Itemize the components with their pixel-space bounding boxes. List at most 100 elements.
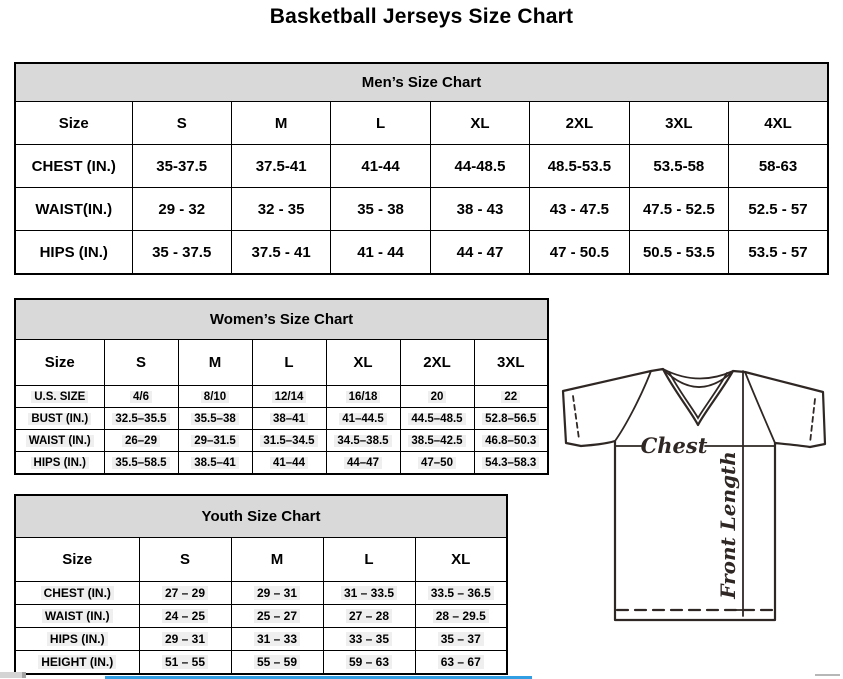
column-header: M <box>230 537 324 582</box>
table-cell: 48.5-53.5 <box>529 144 630 188</box>
table-cell: 43 - 47.5 <box>529 187 630 231</box>
table-cell: 37.5 - 41 <box>230 230 332 275</box>
table-cell: 31.5–34.5 <box>251 429 327 452</box>
table-cell: 28 – 29.5 <box>414 604 508 628</box>
cell-text: BUST (IN.) <box>28 412 92 425</box>
table-cell: 44.5–48.5 <box>399 407 475 430</box>
table-row: BUST (IN.) 32.5–35.5 35.5–38 38–41 41–44… <box>14 407 549 430</box>
table-cell: 35 – 37 <box>414 627 508 651</box>
table-title-row: Youth Size Chart <box>14 494 508 538</box>
column-header: XL <box>429 101 531 145</box>
table-cell: 50.5 - 53.5 <box>628 230 730 275</box>
table-header-row: Size S M L XL <box>14 537 508 582</box>
table-cell: 35.5–38 <box>177 407 253 430</box>
cell-text: 29 – 31 <box>253 586 301 600</box>
row-label: HIPS (IN.) <box>14 230 133 275</box>
row-label: HIPS (IN.) <box>14 627 140 651</box>
cell-text: 26–29 <box>122 434 160 447</box>
table-cell: 46.8–50.3 <box>473 429 549 452</box>
table-cell: 53.5 - 57 <box>728 230 829 275</box>
table-cell: 44-48.5 <box>429 144 531 188</box>
table-title: Women’s Size Chart <box>14 298 549 340</box>
jersey-outline-drawing: Chest Front Length <box>561 367 827 622</box>
jersey-measurement-diagram: Chest Front Length <box>553 357 841 629</box>
table-row: WAIST (IN.) 24 – 25 25 – 27 27 – 28 28 –… <box>14 604 508 628</box>
table-cell: 20 <box>399 385 475 408</box>
front-length-measure-label: Front Length <box>716 451 740 600</box>
scrollbar-fragment-edge <box>22 672 26 678</box>
cell-text: 44.5–48.5 <box>408 412 466 425</box>
cell-text: WAIST (IN.) <box>41 609 113 623</box>
table-cell: 37.5-41 <box>230 144 332 188</box>
table-cell: 29 - 32 <box>131 187 232 231</box>
cell-text: 63 – 67 <box>437 655 484 669</box>
size-column-header: Size <box>14 101 133 145</box>
table-cell: 41-44 <box>330 144 431 188</box>
cell-text: 29–31.5 <box>191 434 239 447</box>
table-header-row: Size S M L XL 2XL 3XL <box>14 339 549 386</box>
column-header: L <box>322 537 416 582</box>
scrollbar-fragment[interactable] <box>0 672 22 678</box>
cell-text: 32.5–35.5 <box>112 412 170 425</box>
table-title: Men’s Size Chart <box>14 62 829 102</box>
table-row: WAIST (IN.) 26–29 29–31.5 31.5–34.5 34.5… <box>14 429 549 452</box>
cell-text: 16/18 <box>345 390 381 403</box>
size-column-header: Size <box>14 339 105 386</box>
column-header: XL <box>325 339 401 386</box>
table-cell: 31 – 33 <box>230 627 324 651</box>
table-cell: 41 - 44 <box>330 230 431 275</box>
row-label: WAIST (IN.) <box>14 604 140 628</box>
table-row: HEIGHT (IN.) 51 – 55 55 – 59 59 – 63 63 … <box>14 650 508 675</box>
chest-measure-label: Chest <box>641 433 708 458</box>
table-cell: 29 – 31 <box>230 581 324 605</box>
table-cell: 41–44 <box>251 451 327 475</box>
cell-text: 38.5–42.5 <box>408 434 466 447</box>
table-title-row: Women’s Size Chart <box>14 298 549 340</box>
table-cell: 31 – 33.5 <box>322 581 416 605</box>
table-cell: 44 - 47 <box>429 230 531 275</box>
cell-text: 33.5 – 36.5 <box>427 586 494 600</box>
size-column-header: Size <box>14 537 140 582</box>
column-header: S <box>138 537 232 582</box>
table-cell: 44–47 <box>325 451 401 475</box>
column-header: L <box>330 101 431 145</box>
cell-text: WAIST (IN.) <box>25 434 94 447</box>
cell-text: 27 – 28 <box>345 609 393 623</box>
table-title: Youth Size Chart <box>14 494 508 538</box>
table-row: HIPS (IN.) 35.5–58.5 38.5–41 41–44 44–47… <box>14 451 549 475</box>
table-cell: 33.5 – 36.5 <box>414 581 508 605</box>
table-row: CHEST (IN.) 27 – 29 29 – 31 31 – 33.5 33… <box>14 581 508 605</box>
cell-text: 38–41 <box>270 412 308 425</box>
table-cell: 52.5 - 57 <box>728 187 829 231</box>
cell-text: 31.5–34.5 <box>260 434 318 447</box>
table-cell: 35 - 37.5 <box>131 230 232 275</box>
cell-text: 20 <box>427 390 447 403</box>
cell-text: 44–47 <box>344 456 382 469</box>
table-cell: 12/14 <box>251 385 327 408</box>
column-header: M <box>230 101 332 145</box>
table-cell: 38.5–41 <box>177 451 253 475</box>
table-cell: 27 – 29 <box>138 581 232 605</box>
cell-text: U.S. SIZE <box>31 390 89 403</box>
table-cell: 38 - 43 <box>429 187 531 231</box>
cell-text: 54.3–58.3 <box>482 456 540 469</box>
cell-text: 35.5–58.5 <box>112 456 170 469</box>
column-header: 4XL <box>728 101 829 145</box>
cell-text: 47–50 <box>418 456 456 469</box>
cell-text: 27 – 29 <box>161 586 209 600</box>
row-label: BUST (IN.) <box>14 407 105 430</box>
table-cell: 4/6 <box>103 385 179 408</box>
cell-text: HEIGHT (IN.) <box>38 655 117 669</box>
table-row: WAIST(IN.) 29 - 32 32 - 35 35 - 38 38 - … <box>14 187 829 231</box>
table-cell: 22 <box>473 385 549 408</box>
cell-text: 34.5–38.5 <box>334 434 392 447</box>
cell-text: HIPS (IN.) <box>46 632 108 646</box>
cell-text: 25 – 27 <box>253 609 301 623</box>
table-cell: 55 – 59 <box>230 650 324 675</box>
row-label: WAIST(IN.) <box>14 187 133 231</box>
table-cell: 25 – 27 <box>230 604 324 628</box>
table-row: CHEST (IN.) 35-37.5 37.5-41 41-44 44-48.… <box>14 144 829 188</box>
cell-text: 12/14 <box>271 390 307 403</box>
row-label: HEIGHT (IN.) <box>14 650 140 675</box>
table-cell: 47 - 50.5 <box>529 230 630 275</box>
